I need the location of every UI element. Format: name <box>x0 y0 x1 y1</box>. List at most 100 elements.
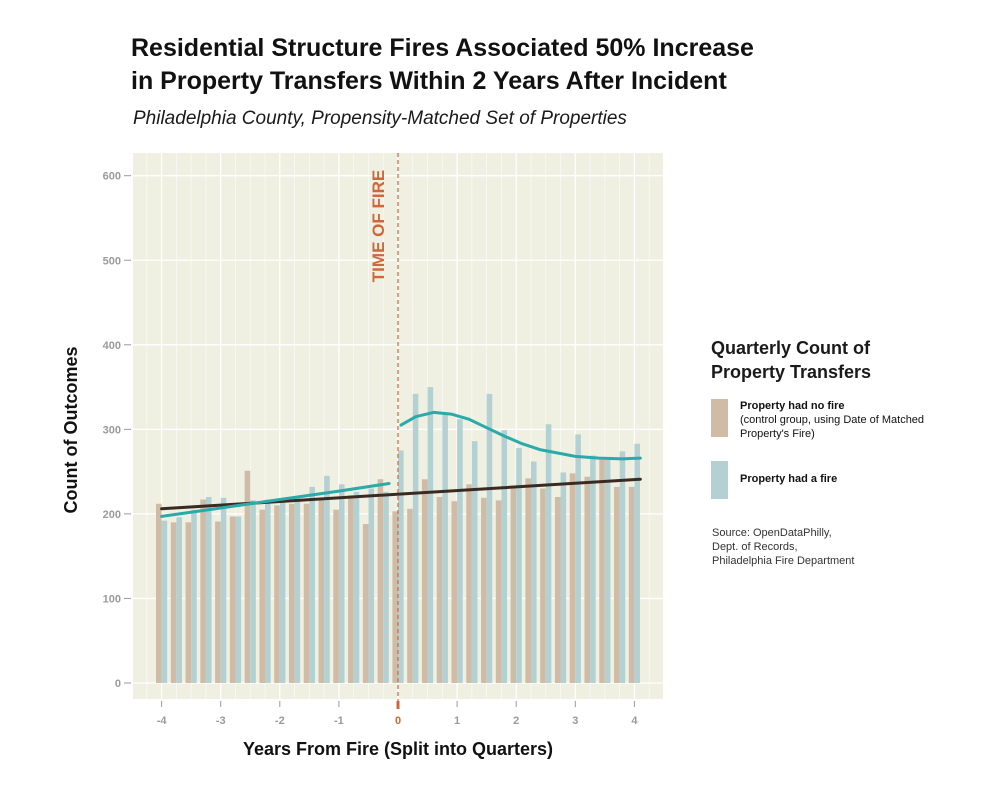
bar-fire <box>575 434 581 683</box>
time-of-fire-tick <box>396 701 400 709</box>
bar-fire <box>176 517 182 683</box>
bar-no-fire <box>421 479 428 683</box>
source-line-1: Source: OpenDataPhilly, <box>712 527 832 539</box>
bar-no-fire <box>288 503 295 683</box>
x-tick-label: -1 <box>334 715 344 727</box>
bar-no-fire <box>303 503 310 683</box>
chart-subtitle: Philadelphia County, Propensity-Matched … <box>133 108 627 129</box>
bar-fire <box>457 419 463 683</box>
trend-line-fire-before <box>160 482 391 518</box>
bar-fire <box>545 424 552 683</box>
bar-fire <box>368 488 375 683</box>
bar-no-fire <box>392 511 398 683</box>
bar-fire <box>442 412 448 683</box>
bar-fire <box>427 387 434 683</box>
y-tick-label: 0 <box>115 678 121 690</box>
legend-swatch-fire <box>711 461 728 499</box>
bar-fire <box>338 484 345 683</box>
bar-fire <box>383 491 389 683</box>
x-tick-label: 4 <box>631 715 638 727</box>
bar-fire <box>220 497 227 683</box>
bar-no-fire <box>451 501 458 683</box>
x-tick-label: -3 <box>216 715 226 727</box>
x-tick-label: -2 <box>275 715 285 727</box>
bar-no-fire <box>185 522 192 683</box>
bar-fire <box>191 509 197 683</box>
bar-no-fire <box>274 505 280 683</box>
y-axis-title: Count of Outcomes <box>61 347 81 514</box>
bar-fire <box>634 443 640 683</box>
bar-no-fire <box>510 488 517 683</box>
title-line-1: Residential Structure Fires Associated 5… <box>131 34 754 62</box>
bar-fire <box>250 500 256 683</box>
bar-fire <box>604 459 611 683</box>
legend-title-line-2: Property Transfers <box>711 362 872 382</box>
bar-no-fire <box>259 509 266 683</box>
bar-no-fire <box>614 486 620 683</box>
legend-label-fire: Property had a fire <box>740 473 838 485</box>
bar-fire <box>590 455 596 683</box>
bar-no-fire <box>170 522 177 683</box>
y-tick-label: 400 <box>103 340 121 352</box>
bar-no-fire <box>569 473 576 683</box>
bar-no-fire <box>599 459 605 683</box>
bar-no-fire <box>229 516 236 683</box>
bar-no-fire <box>554 496 561 683</box>
bar-fire <box>619 451 626 683</box>
source-line-2: Dept. of Records, <box>712 541 798 553</box>
bar-no-fire <box>407 508 413 683</box>
bar-no-fire <box>377 479 384 683</box>
bar-fire <box>235 516 242 683</box>
x-tick-label: -4 <box>157 715 168 727</box>
title-line-2: in Property Transfers Within 2 Years Aft… <box>131 67 727 95</box>
bar-fire <box>353 491 360 683</box>
bar-fire <box>161 520 168 683</box>
y-tick-label: 600 <box>103 171 121 183</box>
bar-no-fire <box>215 521 221 683</box>
y-tick-label: 500 <box>103 255 121 267</box>
legend-title-line-1: Quarterly Count of <box>711 338 871 358</box>
bar-no-fire <box>436 496 443 683</box>
bar-fire <box>516 447 522 683</box>
x-tick-label: 1 <box>454 715 460 727</box>
bar-no-fire <box>348 495 354 683</box>
bar-fire <box>324 475 330 683</box>
bar-no-fire <box>244 470 251 683</box>
bar-no-fire <box>525 478 531 683</box>
bar-no-fire <box>481 497 487 683</box>
x-tick-label: 2 <box>513 715 519 727</box>
y-tick-label: 200 <box>103 509 121 521</box>
y-tick-label: 300 <box>103 424 121 436</box>
x-tick-label: 0 <box>395 715 401 727</box>
legend-label-no-fire: Property had no fire <box>740 400 845 412</box>
bar-no-fire <box>495 500 502 683</box>
bar-fire <box>205 496 212 683</box>
bar-no-fire <box>318 498 325 683</box>
bar-no-fire <box>200 499 206 683</box>
bar-fire <box>560 472 567 683</box>
trend-line-fire-after <box>399 410 642 461</box>
bar-fire <box>294 496 301 683</box>
bar-fire <box>279 498 286 683</box>
source-line-3: Philadelphia Fire Department <box>712 555 855 567</box>
bar-no-fire <box>333 509 339 683</box>
source-note: Source: OpenDataPhilly, Dept. of Records… <box>712 526 932 568</box>
bar-no-fire <box>540 488 546 683</box>
bar-no-fire <box>156 503 162 683</box>
legend-note-no-fire: (control group, using Date of Matched Pr… <box>740 414 925 440</box>
y-tick-label: 100 <box>103 593 121 605</box>
bar-fire <box>265 499 271 683</box>
bar-no-fire <box>362 524 369 683</box>
bar-fire <box>309 486 315 683</box>
bar-fire <box>530 461 537 683</box>
x-tick-label: 3 <box>572 715 578 727</box>
bar-fire <box>486 393 493 683</box>
bar-no-fire <box>466 484 472 683</box>
x-axis-title: Years From Fire (Split into Quarters) <box>243 739 553 759</box>
bar-fire <box>412 393 419 683</box>
bar-fire <box>501 430 508 683</box>
time-of-fire-label: TIME OF FIRE <box>369 170 388 282</box>
bar-no-fire <box>628 486 635 683</box>
legend-title: Quarterly Count of Property Transfers <box>711 336 961 384</box>
